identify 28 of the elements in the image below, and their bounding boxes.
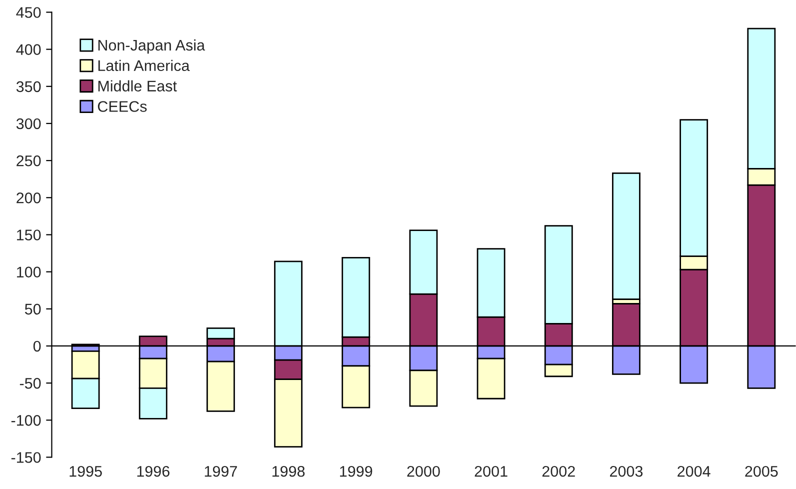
x-tick-label: 1999 (340, 466, 372, 477)
x-tick-label: 2000 (407, 466, 440, 477)
x-tick-label: 1995 (70, 466, 102, 477)
legend-label: Non-Japan Asia (98, 39, 206, 54)
legend-label: Middle East (98, 80, 177, 92)
x-tick-label: 2002 (542, 466, 575, 477)
y-tick-label: 350 (16, 81, 41, 92)
y-tick-label: 400 (16, 44, 41, 55)
y-tick-label: 50 (24, 304, 41, 315)
y-tick-label: 200 (16, 192, 41, 204)
legend-label: Latin America (98, 60, 190, 72)
y-tick-label: -150 (11, 452, 41, 463)
x-tick-label: 1996 (137, 466, 170, 477)
x-tick-label: 2005 (745, 466, 778, 477)
y-tick-label: 250 (16, 155, 41, 166)
x-tick-label: 2004 (678, 466, 710, 477)
y-tick-label: 300 (16, 118, 41, 130)
x-tick-label: 1998 (272, 466, 305, 477)
y-tick-label: -100 (11, 415, 41, 426)
x-tick-label: 1997 (204, 466, 237, 477)
y-tick-label: 150 (17, 230, 41, 240)
y-tick-label: 100 (17, 266, 41, 278)
legend-label: CEECs (98, 101, 147, 112)
y-tick-label: 450 (16, 7, 41, 18)
x-tick-label: 2001 (474, 466, 508, 477)
y-tick-label: 0 (33, 340, 41, 352)
y-tick-label: -50 (20, 378, 41, 389)
x-tick-label: 2003 (610, 466, 643, 477)
